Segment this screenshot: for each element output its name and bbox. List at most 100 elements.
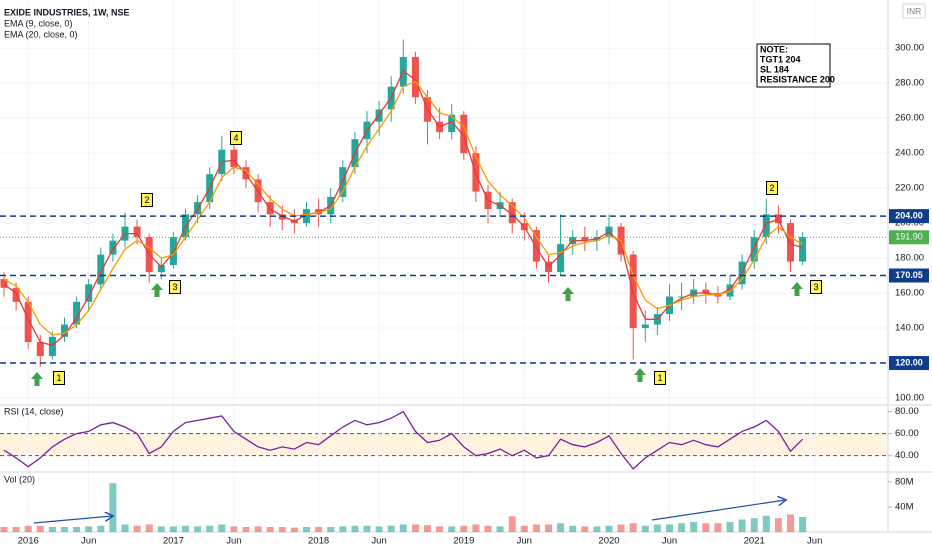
x-tick-label: Jun — [662, 536, 677, 547]
candle-body — [532, 230, 540, 262]
level-label: 204.00 — [895, 210, 923, 220]
legend-entry: EMA (20, close, 0) — [4, 29, 78, 39]
x-tick-label: 2020 — [598, 536, 619, 547]
y-tick-label: 80M — [895, 476, 914, 487]
volume-bar — [169, 526, 177, 532]
volume-bar — [218, 524, 226, 532]
candle-body — [133, 226, 141, 238]
note-frame — [756, 43, 831, 88]
volume-bar — [799, 516, 807, 532]
candle-body — [97, 254, 105, 285]
volume-bar — [109, 483, 117, 532]
level-badge — [889, 356, 929, 371]
y-tick-label: 300.00 — [895, 43, 924, 54]
volume-bar — [254, 526, 262, 532]
x-tick-label: 2016 — [18, 536, 39, 547]
rsi-line — [3, 410, 804, 470]
candle-body — [581, 237, 589, 241]
candle-body — [278, 214, 286, 220]
y-tick-label: 160.00 — [895, 288, 924, 299]
x-tick-label: Jun — [807, 536, 822, 547]
candle-body — [315, 209, 323, 215]
candle-body — [557, 244, 565, 273]
candle-body — [36, 342, 44, 357]
y-tick-label: 40.00 — [895, 450, 919, 461]
ema-line — [3, 80, 803, 336]
volume-bar — [375, 526, 383, 532]
x-tick-label: 2019 — [453, 536, 474, 547]
candle-body — [157, 265, 165, 273]
candle-body — [448, 114, 456, 133]
volume-bar — [85, 526, 93, 532]
candle-body — [774, 214, 782, 224]
currency: INR — [907, 6, 922, 16]
volume-bar — [97, 525, 105, 532]
volume-bar — [678, 523, 686, 532]
volume-bar — [121, 524, 129, 532]
x-tick-label: Jun — [371, 536, 386, 547]
candle-body — [303, 209, 310, 224]
x-tick-label: Jun — [81, 536, 96, 547]
volume-bar — [617, 524, 625, 532]
candle-body — [411, 56, 419, 98]
volume-bar — [242, 526, 250, 532]
volume-bar — [714, 523, 722, 532]
volume-bar — [363, 525, 371, 532]
marker-label: 1 — [657, 373, 662, 383]
volume-bar — [157, 526, 165, 532]
marker-box — [810, 280, 822, 294]
volume-bar — [545, 524, 552, 532]
marker-box — [53, 371, 65, 385]
volume-bar — [24, 525, 32, 532]
volume-bar — [339, 526, 347, 532]
y-tick-label: 180.00 — [895, 253, 924, 264]
volume-bar — [387, 525, 395, 532]
volume-bar — [424, 525, 431, 532]
pane-title: RSI (14, close) — [4, 406, 64, 416]
volume-bar — [315, 526, 323, 532]
x-tick-label: 2018 — [308, 536, 329, 547]
volume-bar — [557, 523, 565, 532]
volume-bar — [762, 515, 770, 532]
marker-box — [141, 193, 153, 207]
volume-bar — [484, 525, 492, 532]
candle-body — [799, 237, 807, 262]
last-price-label: 191.90 — [895, 232, 923, 242]
candle-body — [460, 114, 468, 154]
level-badge — [889, 268, 929, 283]
candle-body — [109, 240, 117, 255]
volume-bar — [581, 526, 589, 532]
pane-title: Vol (20) — [4, 474, 35, 484]
note-line: NOTE: — [760, 44, 788, 54]
currency-badge[interactable] — [902, 3, 926, 19]
last-price-badge — [889, 230, 929, 245]
legend-entry: EMA (9, close, 0) — [4, 18, 73, 28]
marker-label: 3 — [813, 282, 818, 292]
volume-bar — [774, 518, 782, 532]
x-tick-label: Jun — [226, 536, 241, 547]
volume-bar — [48, 526, 56, 532]
x-tick-label: 2017 — [163, 536, 184, 547]
x-tick-label: 2021 — [744, 536, 765, 547]
marks: 100.00120.00140.00160.00180.00200.00220.… — [0, 39, 929, 547]
candle-body — [787, 223, 794, 262]
volume-bar — [303, 526, 310, 532]
y-tick-label: 100.00 — [895, 393, 924, 404]
volume-bar — [460, 525, 468, 532]
note-box: NOTE: TGT1 204 SL 184 RESISTANCE 200 — [756, 43, 835, 88]
candle-body — [641, 324, 649, 329]
trend-arrow — [33, 516, 112, 524]
marker-label: 2 — [769, 183, 774, 193]
trend-arrow — [651, 500, 785, 521]
note-line: TGT1 204 — [760, 54, 801, 64]
volume-bar — [194, 526, 202, 532]
y-tick-label: 280.00 — [895, 78, 924, 89]
candle-body — [508, 202, 516, 224]
y-tick-label: 260.00 — [895, 113, 924, 124]
chart-title: EXIDE INDUSTRIES, 1W, NSE — [4, 7, 130, 17]
volume-bar — [787, 514, 794, 532]
up-arrow — [31, 372, 43, 386]
volume-bar — [145, 524, 153, 532]
volume-bar — [0, 526, 8, 532]
